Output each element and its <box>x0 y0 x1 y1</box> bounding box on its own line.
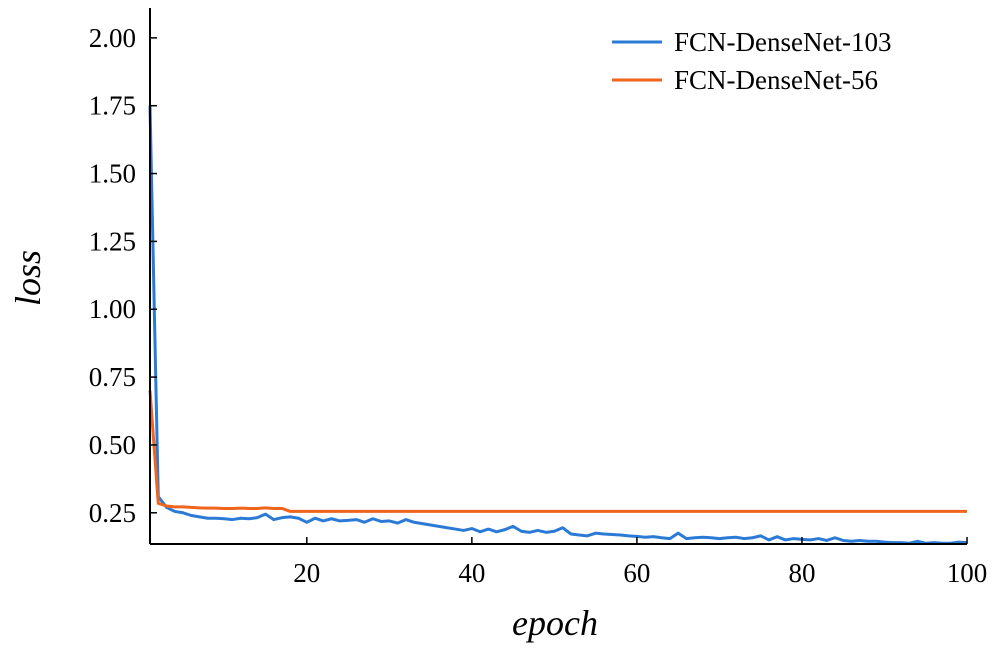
plot-area <box>148 105 968 545</box>
series-1 <box>148 105 968 545</box>
series-line <box>148 390 967 513</box>
legend-item: FCN-DenseNet-103 <box>612 27 891 57</box>
y-tick-label: 1.50 <box>89 159 136 189</box>
y-tick-label: 0.75 <box>89 362 136 392</box>
y-tick-label: 1.25 <box>89 226 136 256</box>
y-tick-label: 0.50 <box>89 430 136 460</box>
y-tick-label: 0.25 <box>89 498 136 528</box>
y-axis-title: loss <box>8 250 48 306</box>
x-axis-ticks: 20 40 60 80 100 <box>293 537 987 588</box>
x-axis-title: epoch <box>512 603 598 643</box>
x-tick-label: 60 <box>623 558 650 588</box>
axes <box>149 8 967 545</box>
y-tick-label: 1.00 <box>89 294 136 324</box>
x-tick-label: 40 <box>458 558 485 588</box>
legend-label: FCN-DenseNet-56 <box>674 65 878 95</box>
legend: FCN-DenseNet-103 FCN-DenseNet-56 <box>612 27 891 95</box>
y-tick-label: 2.00 <box>89 23 136 53</box>
y-axis-ticks: 0.25 0.50 0.75 1.00 1.25 1.50 1.75 2.00 <box>89 23 157 528</box>
x-tick-label: 80 <box>788 558 815 588</box>
y-tick-label: 1.75 <box>89 91 136 121</box>
series-2 <box>148 390 968 513</box>
x-tick-label: 100 <box>947 558 988 588</box>
x-tick-label: 20 <box>293 558 320 588</box>
legend-item: FCN-DenseNet-56 <box>612 65 878 95</box>
series-line <box>148 105 968 545</box>
legend-label: FCN-DenseNet-103 <box>674 27 891 57</box>
